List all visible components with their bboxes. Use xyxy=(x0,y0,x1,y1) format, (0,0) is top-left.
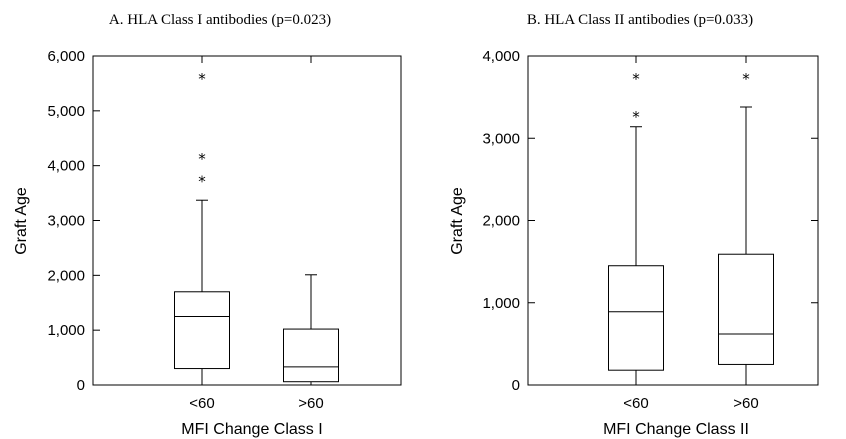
y-tick-label: 6,000 xyxy=(47,48,85,65)
box-plot-gt60 xyxy=(283,274,339,386)
outlier-point: * xyxy=(742,70,750,88)
y-tick-label: 3,000 xyxy=(482,130,520,147)
plot-frame xyxy=(527,55,819,386)
outlier-point: * xyxy=(198,70,206,88)
box-series: * * * xyxy=(174,70,339,386)
x-tick-label: >60 xyxy=(733,395,758,412)
y-tick-label: 2,000 xyxy=(482,213,520,230)
x-axis-ticks: <60 >60 xyxy=(623,56,759,412)
iqr-box xyxy=(174,291,230,370)
y-tick-label: 4,000 xyxy=(482,48,520,65)
box-plot-lt60: ** xyxy=(608,70,664,386)
x-axis-label: MFI Change Class I xyxy=(181,421,322,438)
iqr-box xyxy=(283,328,339,383)
outlier-point: * xyxy=(632,70,640,88)
x-tick-label: >60 xyxy=(298,395,323,412)
chart-panel-a: A. HLA Class I antibodies (p=0.023) Graf… xyxy=(13,12,402,438)
chart-title: A. HLA Class I antibodies (p=0.023) xyxy=(109,12,331,28)
y-axis-label: Graft Age xyxy=(449,187,466,255)
chart-panel-b: B. HLA Class II antibodies (p=0.033) Gra… xyxy=(449,12,819,438)
y-tick-label: 3,000 xyxy=(47,213,85,230)
y-tick-label: 4,000 xyxy=(47,158,85,175)
box-plot-gt60: * xyxy=(718,70,774,386)
x-tick-label: <60 xyxy=(189,395,214,412)
y-tick-label: 0 xyxy=(512,377,520,394)
y-tick-label: 0 xyxy=(77,377,85,394)
plot-frame xyxy=(92,55,402,386)
y-axis-label: Graft Age xyxy=(13,187,30,255)
outlier-point: * xyxy=(198,173,206,191)
y-tick-label: 2,000 xyxy=(47,267,85,284)
y-tick-label: 5,000 xyxy=(47,103,85,120)
x-tick-label: <60 xyxy=(623,395,648,412)
y-axis-ticks: 0 1,000 2,000 3,000 4,000 xyxy=(482,48,818,394)
x-axis-label: MFI Change Class II xyxy=(603,421,749,438)
y-tick-label: 1,000 xyxy=(47,322,85,339)
y-axis-ticks: 0 1,000 2,000 3,000 4,000 5,000 6,000 xyxy=(47,48,100,394)
y-tick-label: 1,000 xyxy=(482,295,520,312)
box-plot-lt60: * * * xyxy=(174,70,230,386)
iqr-box xyxy=(608,265,664,371)
outlier-point: * xyxy=(198,150,206,168)
chart-title: B. HLA Class II antibodies (p=0.033) xyxy=(527,12,753,28)
iqr-box xyxy=(718,253,774,365)
box-series: *** xyxy=(608,70,774,386)
outlier-point: * xyxy=(632,108,640,126)
